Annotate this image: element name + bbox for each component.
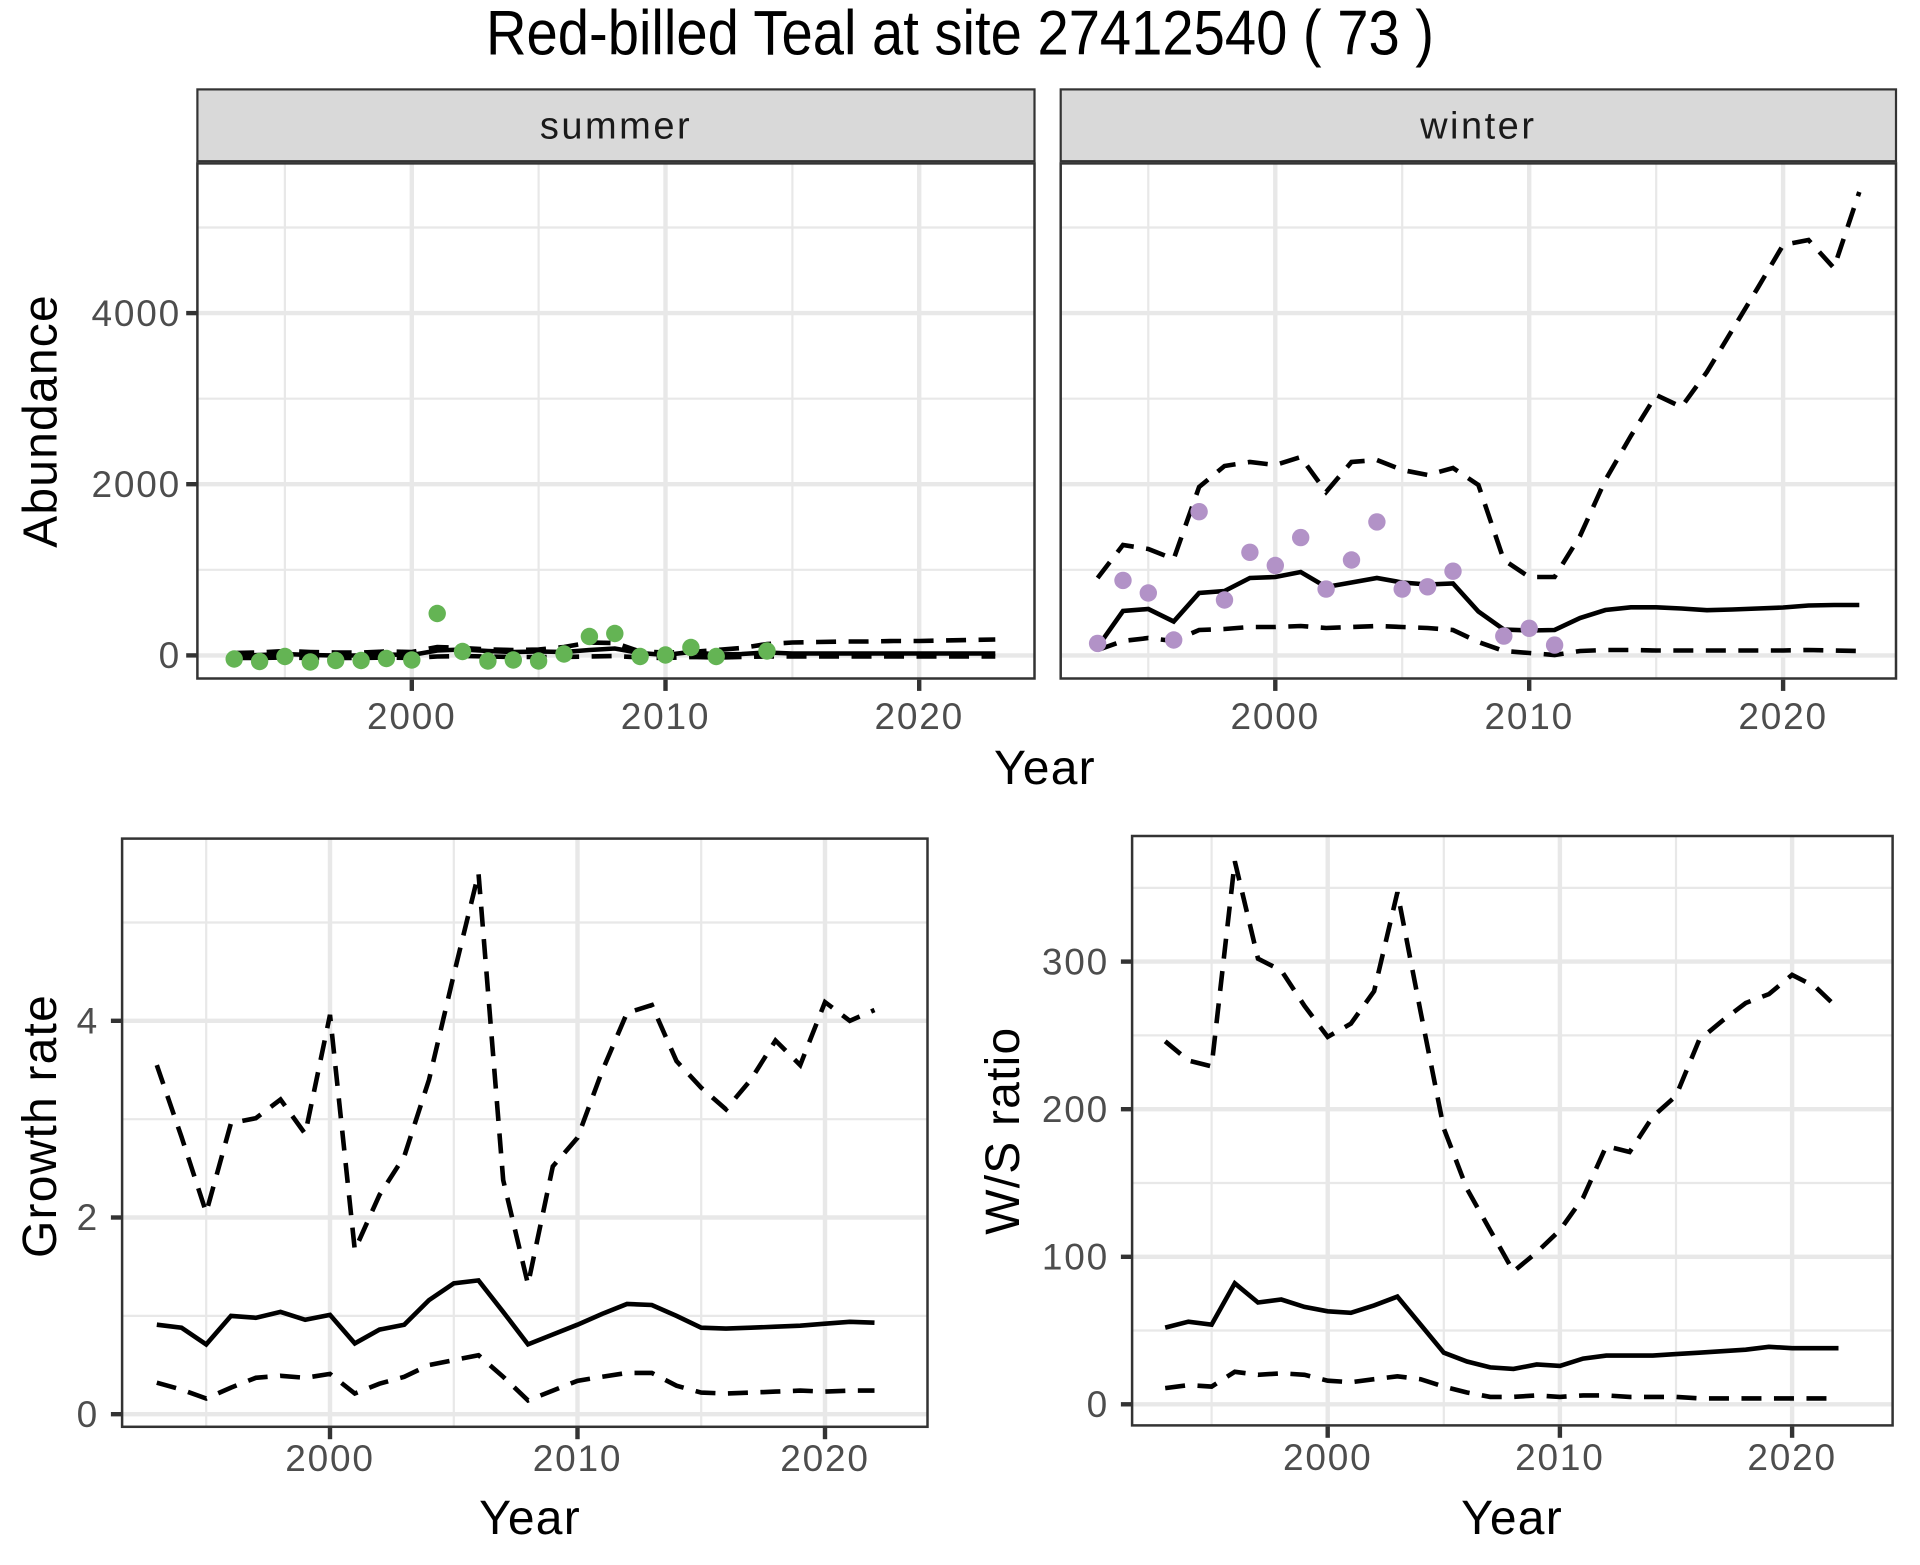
svg-text:Year: Year xyxy=(1461,1492,1563,1545)
svg-text:0: 0 xyxy=(77,1394,99,1435)
svg-text:Red-billed Teal at site 274125: Red-billed Teal at site 27412540 ( 73 ) xyxy=(486,0,1434,69)
svg-text:winter: winter xyxy=(1419,106,1536,148)
svg-text:2000: 2000 xyxy=(1231,696,1321,737)
svg-text:4000: 4000 xyxy=(91,293,181,334)
svg-text:2020: 2020 xyxy=(1738,696,1828,737)
svg-text:2000: 2000 xyxy=(285,1438,375,1479)
svg-text:0: 0 xyxy=(1087,1384,1109,1425)
svg-text:100: 100 xyxy=(1042,1237,1109,1278)
svg-text:0: 0 xyxy=(159,635,181,676)
svg-text:200: 200 xyxy=(1042,1089,1109,1130)
svg-text:2020: 2020 xyxy=(1747,1437,1837,1478)
svg-text:2010: 2010 xyxy=(621,696,711,737)
svg-text:4: 4 xyxy=(77,1001,99,1042)
svg-text:Year: Year xyxy=(994,742,1096,795)
svg-text:2020: 2020 xyxy=(874,696,964,737)
svg-text:2000: 2000 xyxy=(367,696,457,737)
svg-text:W/S ratio: W/S ratio xyxy=(977,1027,1030,1235)
svg-text:2000: 2000 xyxy=(91,464,181,505)
svg-text:2010: 2010 xyxy=(1515,1437,1605,1478)
svg-text:Growth rate: Growth rate xyxy=(14,994,67,1258)
svg-text:2010: 2010 xyxy=(533,1438,623,1479)
svg-text:2020: 2020 xyxy=(780,1438,870,1479)
svg-text:2010: 2010 xyxy=(1484,696,1574,737)
svg-text:300: 300 xyxy=(1042,941,1109,982)
svg-text:Year: Year xyxy=(479,1492,581,1545)
svg-text:summer: summer xyxy=(540,106,692,148)
svg-text:2000: 2000 xyxy=(1283,1437,1373,1478)
svg-text:2: 2 xyxy=(77,1197,99,1238)
svg-text:Abundance: Abundance xyxy=(15,294,68,548)
